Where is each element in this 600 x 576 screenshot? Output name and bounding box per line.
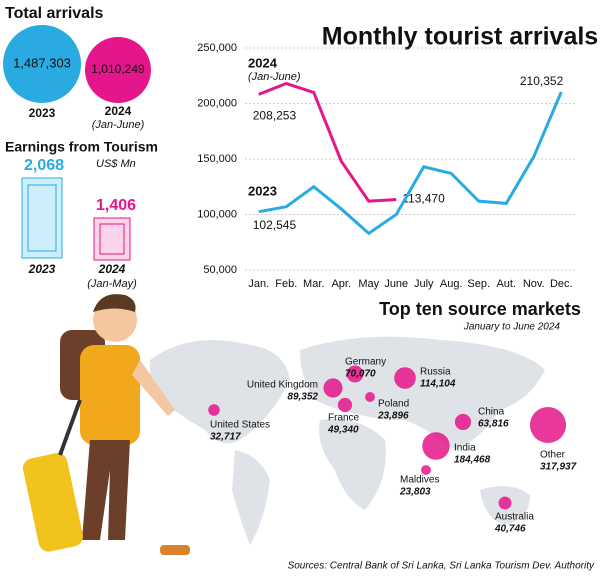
earnings-label: 2023 bbox=[28, 262, 56, 276]
market-value: 32,717 bbox=[210, 432, 241, 443]
series-label: 2024 bbox=[248, 55, 278, 70]
line-series bbox=[258, 91, 563, 236]
money-stack bbox=[93, 217, 131, 261]
market-value: 70,070 bbox=[345, 369, 376, 380]
market-value: 317,937 bbox=[540, 462, 577, 473]
arrivals-note: (Jan-June) bbox=[92, 119, 145, 131]
market-value: 114,104 bbox=[420, 379, 456, 390]
market-name: Poland bbox=[378, 399, 409, 410]
market-name: Russia bbox=[420, 367, 451, 378]
market-name: United States bbox=[210, 420, 270, 431]
earnings-value: 2,068 bbox=[24, 157, 64, 174]
market-bubble bbox=[422, 432, 450, 460]
earnings-label: 2024 bbox=[98, 262, 126, 276]
traveller-illustration bbox=[22, 294, 190, 555]
x-tick-label: Aut. bbox=[496, 278, 516, 290]
market-name: Germany bbox=[345, 357, 386, 368]
series-label: 2023 bbox=[248, 183, 277, 198]
market-value: 184,468 bbox=[454, 455, 491, 466]
market-bubble bbox=[454, 413, 472, 431]
map-subtitle: January to June 2024 bbox=[463, 322, 561, 333]
sources: Sources: Central Bank of Sri Lanka, Sri … bbox=[288, 561, 595, 572]
map-title: Top ten source markets bbox=[379, 299, 581, 319]
y-tick-label: 50,000 bbox=[203, 264, 237, 276]
x-tick-label: July bbox=[414, 278, 434, 290]
market-bubble bbox=[529, 406, 567, 444]
data-label: 210,352 bbox=[520, 74, 564, 88]
market-value: 23,803 bbox=[399, 487, 431, 498]
x-tick-label: Nov. bbox=[523, 278, 545, 290]
market-value: 23,896 bbox=[377, 411, 409, 422]
x-tick-label: Apr. bbox=[331, 278, 351, 290]
arrivals-circle bbox=[3, 25, 81, 103]
market-bubble bbox=[365, 392, 375, 402]
x-tick-label: Mar. bbox=[303, 278, 324, 290]
market-name: Other bbox=[540, 450, 566, 461]
x-tick-label: May bbox=[358, 278, 379, 290]
section-title: Earnings from Tourism bbox=[5, 139, 158, 155]
arrivals-label: 2024 bbox=[105, 104, 132, 118]
market-value: 49,340 bbox=[327, 425, 359, 436]
y-tick-label: 100,000 bbox=[197, 208, 237, 220]
data-label: 102,545 bbox=[253, 218, 297, 232]
market-bubble bbox=[421, 465, 431, 475]
data-label: 208,253 bbox=[253, 109, 297, 123]
market-bubble bbox=[394, 367, 416, 389]
arrivals-value: 1,010,249 bbox=[91, 62, 145, 76]
y-tick-label: 150,000 bbox=[197, 153, 237, 165]
money-stack bbox=[21, 177, 63, 259]
x-tick-label: June bbox=[384, 278, 408, 290]
unit: US$ Mn bbox=[96, 158, 136, 170]
market-bubble bbox=[208, 404, 220, 416]
market-bubble bbox=[498, 496, 512, 510]
line-series bbox=[258, 81, 397, 203]
arrivals-label: 2023 bbox=[29, 106, 56, 120]
market-name: Australia bbox=[495, 512, 534, 523]
x-tick-label: Jan. bbox=[248, 278, 269, 290]
market-name: Maldives bbox=[400, 475, 439, 486]
market-bubble bbox=[346, 365, 364, 383]
arrivals-value: 1,487,303 bbox=[13, 55, 71, 70]
earnings-note: (Jan-May) bbox=[87, 278, 137, 290]
series-note: (Jan-June) bbox=[248, 71, 301, 83]
x-tick-label: Feb. bbox=[275, 278, 297, 290]
arrivals-circle bbox=[85, 37, 151, 103]
market-name: China bbox=[478, 407, 505, 418]
x-tick-label: Sep. bbox=[467, 278, 490, 290]
market-name: United Kingdom bbox=[247, 380, 318, 391]
market-value: 89,352 bbox=[287, 392, 318, 403]
chart-title: Monthly tourist arrivals bbox=[322, 23, 598, 51]
market-name: India bbox=[454, 443, 476, 454]
market-value: 40,746 bbox=[494, 524, 526, 535]
earnings-value: 1,406 bbox=[96, 197, 136, 214]
x-tick-label: Aug. bbox=[440, 278, 463, 290]
section-title: Total arrivals bbox=[5, 5, 104, 22]
y-tick-label: 200,000 bbox=[197, 97, 237, 109]
market-value: 63,816 bbox=[478, 419, 509, 430]
market-bubble bbox=[337, 397, 353, 413]
market-bubble bbox=[323, 378, 343, 398]
world-map bbox=[150, 336, 545, 545]
y-tick-label: 250,000 bbox=[197, 42, 237, 54]
market-name: France bbox=[328, 413, 360, 424]
data-label: 113,470 bbox=[402, 192, 445, 206]
x-tick-label: Dec. bbox=[550, 278, 573, 290]
